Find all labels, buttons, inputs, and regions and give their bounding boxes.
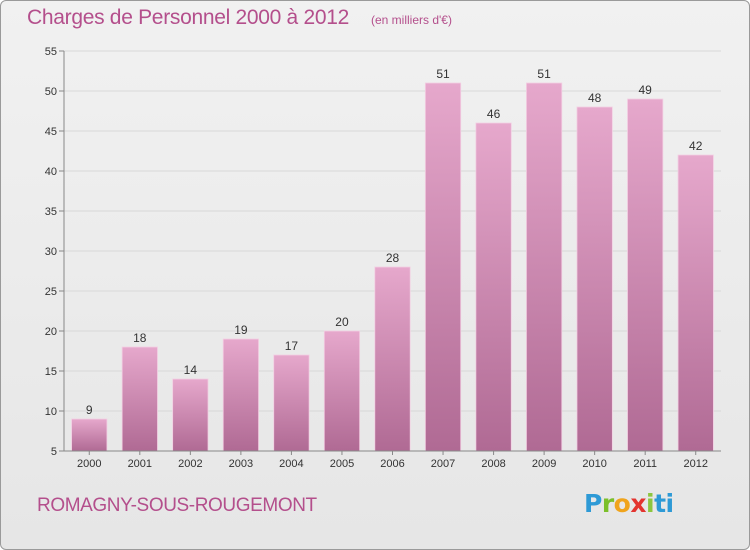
x-tick-label: 2003: [229, 458, 253, 470]
bar-2002: [172, 378, 209, 452]
data-label: 19: [234, 323, 248, 337]
bar-2004: [273, 354, 310, 452]
bar-2009: [526, 82, 563, 452]
x-tick-label: 2002: [178, 458, 202, 470]
bar-2010: [576, 106, 613, 452]
y-tick-label: 55: [45, 46, 57, 58]
commune-name: ROMAGNY-SOUS-ROUGEMONT: [37, 495, 317, 516]
data-label: 20: [335, 315, 349, 329]
data-label: 14: [184, 363, 198, 377]
x-tick-label: 2001: [128, 458, 152, 470]
chart-title: Charges de Personnel 2000 à 2012: [27, 6, 349, 29]
bar-2008: [475, 122, 512, 452]
x-tick-label: 2006: [380, 458, 404, 470]
data-label: 17: [285, 339, 299, 353]
y-tick-label: 40: [45, 166, 57, 178]
x-tick-label: 2012: [683, 458, 707, 470]
x-tick-label: 2005: [330, 458, 354, 470]
x-tick-label: 2010: [582, 458, 606, 470]
data-label: 49: [639, 83, 653, 97]
data-label: 9: [86, 403, 93, 417]
x-tick-label: 2000: [77, 458, 101, 470]
bar-2011: [627, 98, 664, 452]
y-tick-label: 15: [45, 366, 57, 378]
y-tick-label: 50: [45, 86, 57, 98]
data-label: 18: [133, 331, 147, 345]
bar-2005: [323, 330, 361, 452]
bar-2003: [222, 338, 259, 452]
x-tick-label: 2009: [532, 458, 556, 470]
data-label: 42: [689, 139, 703, 153]
x-tick-label: 2007: [431, 458, 455, 470]
y-tick-label: 10: [45, 406, 57, 418]
y-tick-label: 45: [45, 126, 57, 138]
bar-2012: [677, 154, 714, 452]
data-label: 48: [588, 91, 602, 105]
y-tick-label: 25: [45, 286, 57, 298]
y-tick-label: 20: [45, 326, 57, 338]
y-tick-label: 30: [45, 246, 57, 258]
data-label: 51: [436, 67, 450, 81]
chart-subtitle: (en milliers d'€): [371, 13, 452, 27]
data-label: 28: [386, 251, 400, 265]
bar-2001: [121, 346, 158, 452]
y-tick-label: 35: [45, 206, 57, 218]
bar-2000: [71, 418, 108, 452]
data-label: 51: [537, 67, 551, 81]
y-tick-label: 5: [51, 446, 57, 458]
x-tick-label: 2008: [481, 458, 505, 470]
data-label: 46: [487, 107, 501, 121]
bar-2007: [424, 82, 462, 452]
bar-2006: [374, 266, 411, 452]
proxiti-logo: Proxiti: [584, 489, 674, 518]
x-tick-label: 2011: [633, 458, 657, 470]
x-tick-label: 2004: [279, 458, 303, 470]
